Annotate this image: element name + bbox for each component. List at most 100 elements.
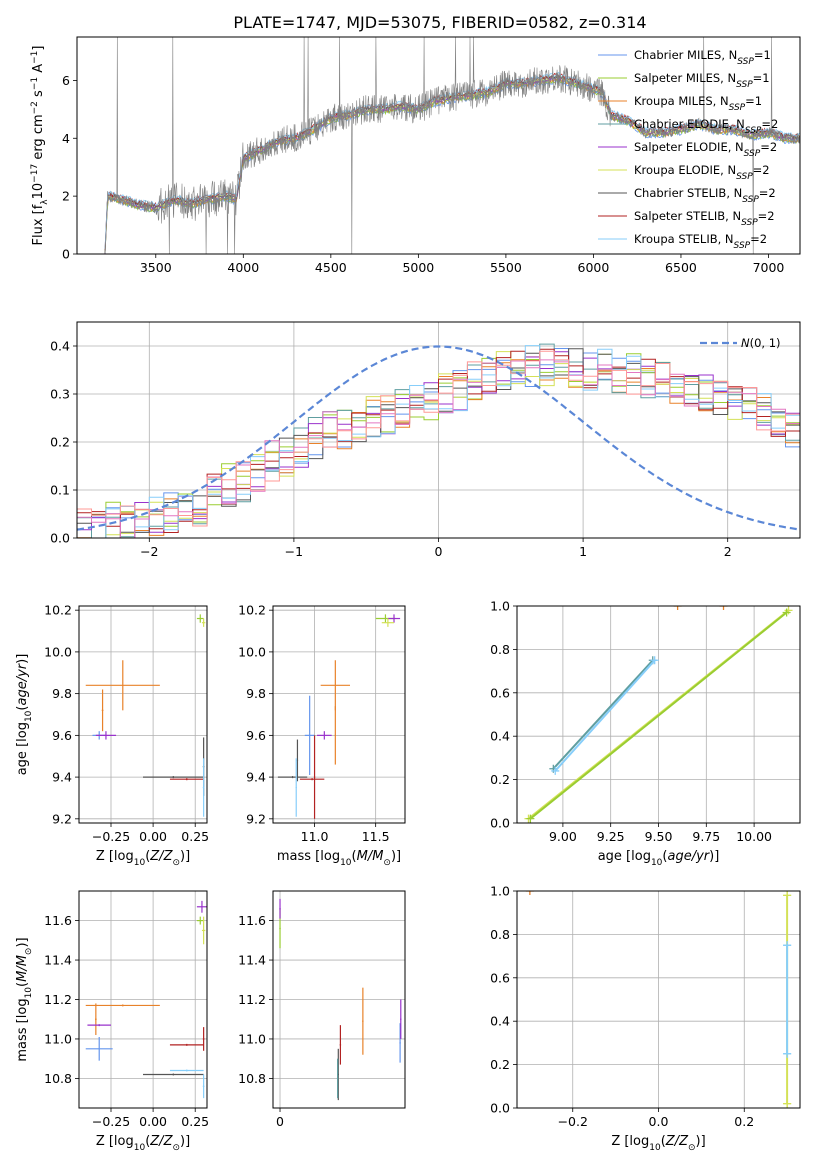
legend-label: Salpeter MILES, NSSP=1: [634, 71, 770, 90]
x-tick-label: 5500: [490, 260, 522, 275]
x-tick-label: 9.75: [692, 829, 720, 844]
x-axis-label: Z [log10(Z/Z⊙)]: [611, 1134, 705, 1153]
y-tick-label: 10.2: [44, 603, 72, 618]
y-tick-label: 11.2: [44, 992, 72, 1007]
y-tick-label: 0.0: [50, 531, 70, 546]
axes-frame: [516, 890, 801, 1109]
y-axis-label: age [log10(age/yr)]: [15, 654, 34, 776]
chart-mass-vs-Z: −0.25 0.00 0.25 10.8 11.0 11.2 11.4 11.6 Z [log1…: [15, 890, 209, 1153]
y-tick-label: 6: [62, 73, 70, 88]
y-tick-label: 11.2: [238, 992, 266, 1007]
y-tick-label: 0.2: [50, 435, 70, 450]
y-tick-label: 0.1: [50, 483, 70, 498]
x-tick-label: 7000: [753, 260, 785, 275]
plot-area: [524, 606, 793, 823]
x-tick-label: 0: [276, 1114, 284, 1129]
x-axis-label: mass [log10(M/M⊙)]: [277, 849, 401, 868]
mass-weight-marker: [782, 608, 791, 617]
mass-weight-line: [552, 659, 654, 770]
x-tick-label: 5000: [402, 260, 434, 275]
x-tick-label: −0.2: [558, 1114, 588, 1129]
mass-weight-line: [529, 611, 788, 820]
x-tick-label: 10.00: [736, 829, 772, 844]
x-tick-label: 9.00: [549, 829, 577, 844]
x-tick-label: 0.00: [139, 829, 167, 844]
axes-frame: [76, 36, 801, 255]
chart-mass-weight-vs-Z: −0.2 0.0 0.2 0.0 0.2 0.4 0.6 0.8 1.0 Z [log10(Z/Z…: [490, 884, 801, 1153]
y-tick-label: 11.0: [44, 1031, 72, 1046]
y-tick-label: 0.3: [50, 387, 70, 402]
y-tick-label: 0.6: [490, 970, 510, 985]
y-tick-label: 11.4: [44, 953, 72, 968]
y-tick-label: 0.4: [490, 729, 510, 744]
marker: [783, 941, 792, 950]
y-tick-label: 10.8: [238, 1071, 266, 1086]
plot-area: [77, 343, 800, 538]
chart-spectrum: 3500 4000 4500 5000 5500 6000 6500 7000 0 2 4 6 Flux…: [30, 36, 801, 275]
y-tick-label: 0.2: [490, 772, 510, 787]
legend-label: Chabrier STELIB, NSSP=2: [634, 186, 776, 205]
y-tick-label: 10.2: [238, 603, 266, 618]
y-tick-label: 0.0: [490, 1101, 510, 1116]
y-tick-label: 2: [62, 189, 70, 204]
plot-area: [525, 891, 792, 1108]
x-tick-label: 0.25: [181, 1114, 209, 1129]
marker: [525, 891, 534, 895]
x-tick-label: 11.0: [301, 829, 329, 844]
y-tick-label: 0.4: [50, 339, 70, 354]
legend-label: Chabrier ELODIE, NSSP=2: [634, 117, 778, 136]
legend-label: Kroupa STELIB, NSSP=2: [634, 232, 767, 251]
x-tick-label: 4500: [315, 260, 347, 275]
y-tick-label: 0.8: [490, 927, 510, 942]
marker: [783, 1049, 792, 1058]
legend-label: Kroupa ELODIE, NSSP=2: [634, 163, 770, 182]
chart-age-vs-Z: −0.25 0.00 0.25 9.2 9.4 9.6 9.8 10.0 10.2 Z [log1…: [15, 603, 209, 868]
x-tick-label: 6000: [578, 260, 610, 275]
y-tick-label: 0.2: [490, 1057, 510, 1072]
x-tick-label: 1: [579, 544, 587, 559]
y-tick-label: 9.4: [246, 770, 266, 785]
y-tick-label: 0.8: [490, 642, 510, 657]
y-tick-label: 4: [62, 131, 70, 146]
normal-curve: [77, 345, 800, 531]
y-tick-label: 0.4: [490, 1014, 510, 1029]
x-tick-label: 0.2: [734, 1114, 754, 1129]
y-tick-label: 10.8: [44, 1071, 72, 1086]
y-tick-label: 9.8: [246, 686, 266, 701]
mass-weight-marker: [551, 766, 560, 775]
plot-area: [104, 37, 800, 254]
axes-frame: [76, 321, 801, 539]
y-tick-label: 0.0: [490, 816, 510, 831]
legend-label: Chabrier MILES, NSSP=1: [634, 48, 771, 67]
axes-frame: [78, 890, 208, 1109]
chart-mass-weight-vs-age: 9.00 9.25 9.50 9.75 10.00 0.0 0.2 0.4 0.6 0.8 1.0 a…: [490, 599, 801, 868]
x-tick-label: 0.25: [181, 829, 209, 844]
y-tick-label: 9.4: [52, 770, 72, 785]
chart-layer: 3500 4000 4500 5000 5500 6000 6500 7000 0 2 4 6 Flux…: [15, 36, 801, 1153]
y-tick-label: 0: [62, 247, 70, 262]
x-tick-label: −1: [285, 544, 303, 559]
y-tick-label: 9.2: [246, 811, 266, 826]
residual-histogram: [77, 350, 800, 527]
y-tick-label: 1.0: [490, 884, 510, 899]
y-tick-label: 11.0: [238, 1031, 266, 1046]
mass-weight-line: [554, 659, 656, 772]
marker: [719, 606, 728, 610]
marker: [783, 891, 792, 900]
y-tick-label: 10.0: [238, 644, 266, 659]
x-tick-label: 3500: [140, 260, 172, 275]
x-tick-label: −0.25: [92, 829, 130, 844]
chart-residuals: −2 −1 0 1 2 0.0 0.1 0.2 0.3 0.4 N(0, 1): [50, 321, 801, 559]
legend-label: Kroupa MILES, NSSP=1: [634, 94, 762, 113]
y-tick-label: 9.8: [52, 686, 72, 701]
spectrum-data-line: [104, 37, 800, 254]
x-tick-label: 0.0: [649, 1114, 669, 1129]
x-axis-label: Z [log10(Z/Z⊙)]: [96, 1134, 190, 1153]
mass-weight-marker: [526, 814, 535, 823]
x-tick-label: 0: [435, 544, 443, 559]
plot-area: [277, 614, 401, 819]
x-axis-label: age [log10(age/yr)]: [598, 849, 720, 868]
plot-area: [85, 614, 206, 817]
y-axis-label: Flux [fλ10−17 erg cm−2 s−1 A−1]: [30, 46, 50, 246]
